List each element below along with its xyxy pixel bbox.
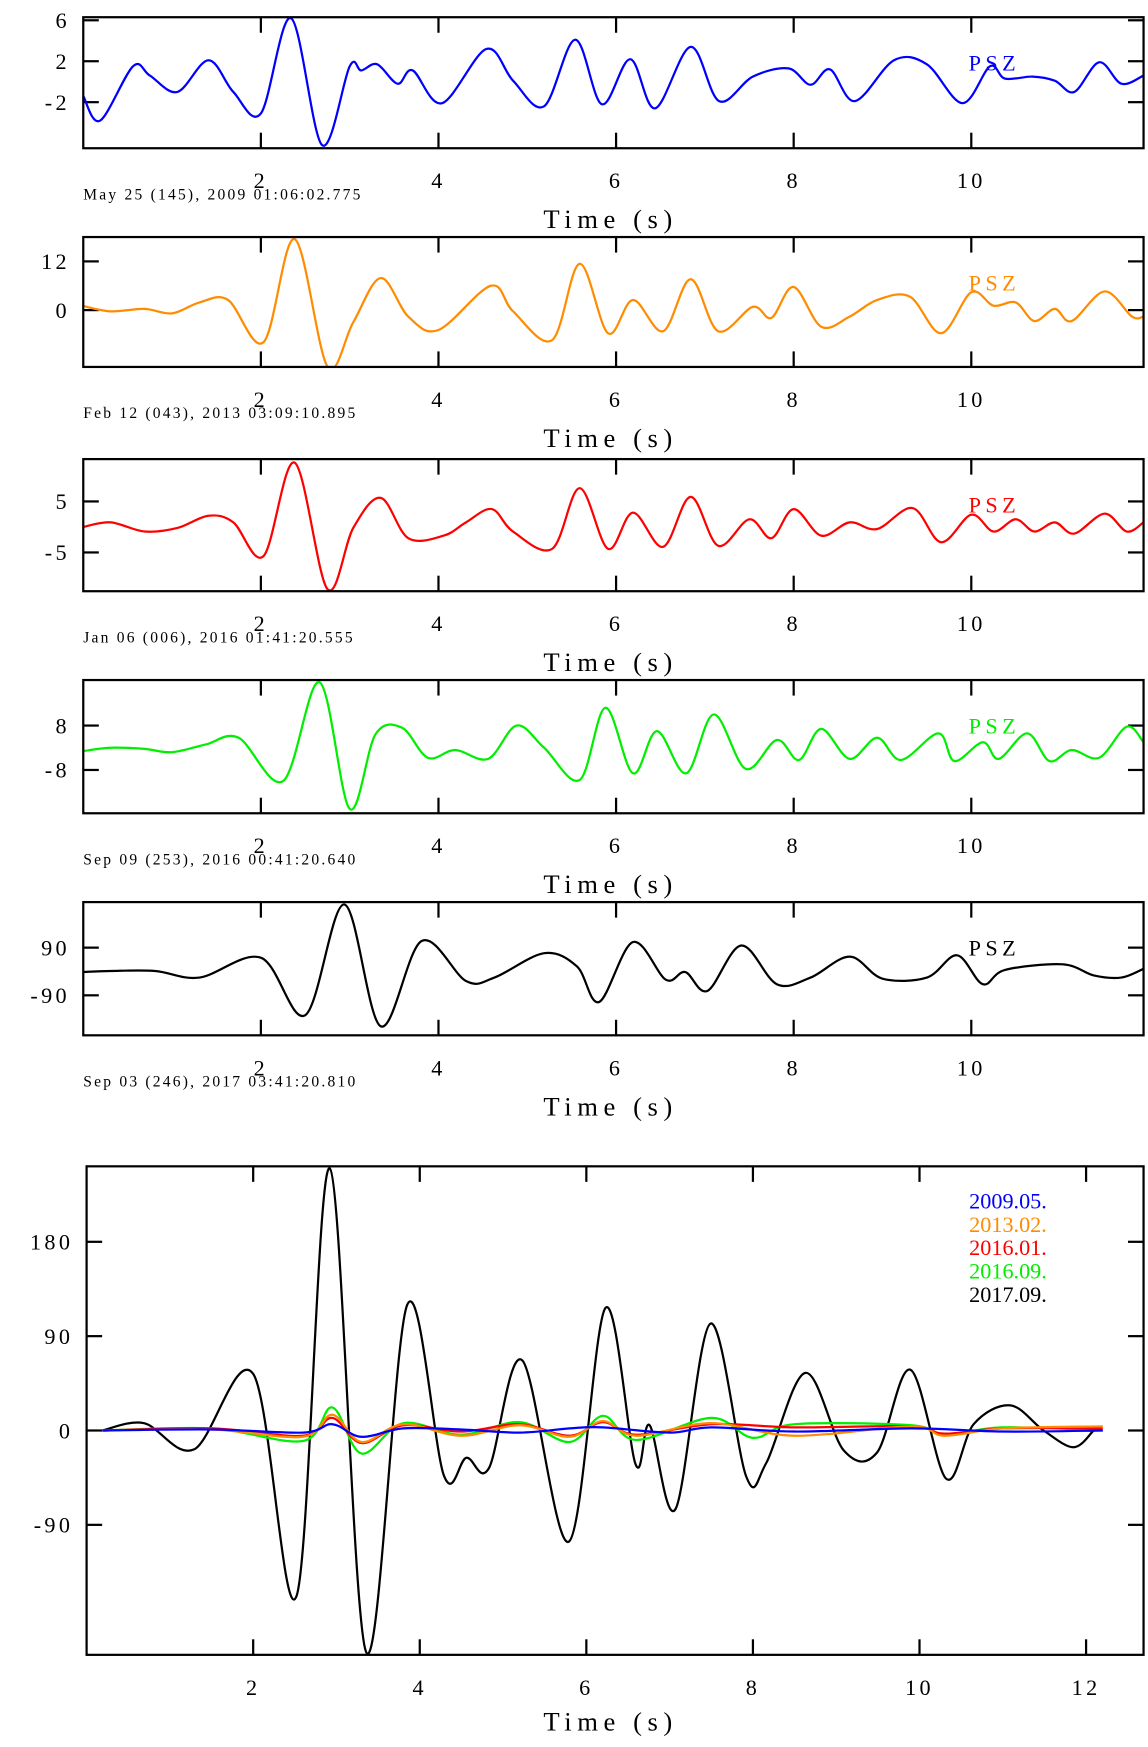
frame <box>82 16 1145 150</box>
x-tick-label: 8 <box>786 1055 800 1080</box>
x-tick-label: 6 <box>609 387 623 412</box>
y-tick-label: 0 <box>56 298 70 323</box>
x-tick-label: 10 <box>957 387 986 412</box>
waveform <box>102 1423 1103 1438</box>
x-axis-label: Time (s) <box>543 1706 677 1736</box>
y-tick-label: 12 <box>41 249 70 274</box>
x-tick-label: 8 <box>786 833 800 858</box>
frame <box>85 1165 1145 1656</box>
y-tick-label: -8 <box>45 758 70 783</box>
panel: 8 -8 2 4 6 8 10 Sep 09 (253), 2016 00:41:20.640… <box>45 678 1145 899</box>
x-tick-label: 10 <box>957 168 986 193</box>
plot-area <box>83 461 1144 592</box>
legend-entry: 2009.05. <box>969 1189 1047 1214</box>
channel-label: PSZ <box>969 51 1021 76</box>
x-tick-label: 6 <box>609 611 623 636</box>
x-tick-label: 10 <box>957 833 986 858</box>
x-tick-label: 2 <box>254 611 268 636</box>
plot-area <box>83 17 1144 147</box>
y-tick-label: 6 <box>56 8 70 33</box>
waveform <box>102 1167 1095 1655</box>
x-tick-label: 4 <box>431 168 445 193</box>
date-label: Sep 09 (253), 2016 00:41:20.640 <box>83 851 357 868</box>
panel: 180 90 0 -90 2 4 6 8 10 12 Time (s) 2009.05.2013.02… <box>30 1165 1145 1736</box>
plot-area <box>83 903 1144 1028</box>
frame <box>82 235 1145 369</box>
waveform <box>83 17 1144 147</box>
x-tick-label: 2 <box>246 1675 260 1700</box>
plot-area <box>83 237 1144 367</box>
frame <box>82 457 1145 593</box>
legend-entry: 2016.01. <box>969 1235 1047 1260</box>
x-tick-label: 4 <box>431 611 445 636</box>
x-axis-label: Time (s) <box>543 1091 677 1121</box>
x-tick-label: 6 <box>609 833 623 858</box>
x-tick-label: 8 <box>786 387 800 412</box>
frame <box>82 900 1145 1037</box>
waveform <box>83 461 1144 592</box>
x-axis-label: Time (s) <box>543 204 677 234</box>
y-tick-label: 5 <box>56 489 70 514</box>
panel: 90 -90 2 4 6 8 10 Sep 03 (246), 2017 03:41:20.8… <box>30 900 1145 1121</box>
y-tick-label: 0 <box>59 1418 73 1443</box>
y-tick-label: -90 <box>34 1513 74 1538</box>
waveform <box>83 903 1144 1028</box>
x-axis-label: Time (s) <box>543 423 677 453</box>
y-tick-label: -5 <box>45 540 70 565</box>
legend-entry: 2016.09. <box>969 1258 1047 1283</box>
plot-area <box>83 681 1144 811</box>
x-tick-label: 10 <box>957 1055 986 1080</box>
x-tick-label: 4 <box>431 833 445 858</box>
panel: 5 -5 2 4 6 8 10 Jan 06 (006), 2016 01:41:20.555… <box>45 457 1145 677</box>
panel: 12 0 2 4 6 8 10 Feb 12 (043), 2013 03:09:10.895… <box>41 235 1145 453</box>
date-label: Sep 03 (246), 2017 03:41:20.810 <box>83 1073 357 1090</box>
x-tick-label: 4 <box>431 1055 445 1080</box>
x-tick-label: 2 <box>254 1055 268 1080</box>
legend-entry: 2017.09. <box>969 1282 1047 1307</box>
y-tick-label: -2 <box>45 90 70 115</box>
x-tick-label: 2 <box>254 833 268 858</box>
x-tick-label: 8 <box>786 168 800 193</box>
panel: 6 2 -2 2 4 6 8 10 May 25 (145), 2009 01:06:02.77… <box>45 8 1145 234</box>
y-tick-label: 180 <box>30 1230 73 1255</box>
y-tick-label: -90 <box>30 983 70 1008</box>
x-axis-label: Time (s) <box>543 869 677 899</box>
x-tick-label: 4 <box>413 1675 427 1700</box>
waveform <box>83 681 1144 811</box>
waveform <box>83 237 1144 367</box>
channel-label: PSZ <box>969 492 1021 517</box>
channel-label: PSZ <box>969 713 1021 738</box>
channel-label: PSZ <box>969 935 1021 960</box>
y-tick-label: 2 <box>56 49 70 74</box>
date-label: May 25 (145), 2009 01:06:02.775 <box>83 186 362 203</box>
x-tick-label: 12 <box>1072 1675 1101 1700</box>
x-tick-label: 2 <box>254 168 268 193</box>
channel-label: PSZ <box>969 270 1021 295</box>
x-tick-label: 10 <box>905 1675 934 1700</box>
x-tick-label: 6 <box>609 168 623 193</box>
y-tick-label: 90 <box>41 935 70 960</box>
plot-area <box>102 1167 1103 1655</box>
x-tick-label: 10 <box>957 611 986 636</box>
y-tick-label: 90 <box>44 1324 73 1349</box>
date-label: Feb 12 (043), 2013 03:09:10.895 <box>83 405 357 422</box>
x-axis-label: Time (s) <box>543 647 677 677</box>
date-label: Jan 06 (006), 2016 01:41:20.555 <box>83 629 355 646</box>
x-tick-label: 8 <box>786 611 800 636</box>
x-tick-label: 6 <box>579 1675 593 1700</box>
y-tick-label: 8 <box>56 713 70 738</box>
x-tick-label: 4 <box>431 387 445 412</box>
frame <box>82 678 1145 815</box>
x-tick-label: 8 <box>746 1675 760 1700</box>
x-tick-label: 2 <box>254 387 268 412</box>
x-tick-label: 6 <box>609 1055 623 1080</box>
legend-entry: 2013.02. <box>969 1212 1047 1237</box>
